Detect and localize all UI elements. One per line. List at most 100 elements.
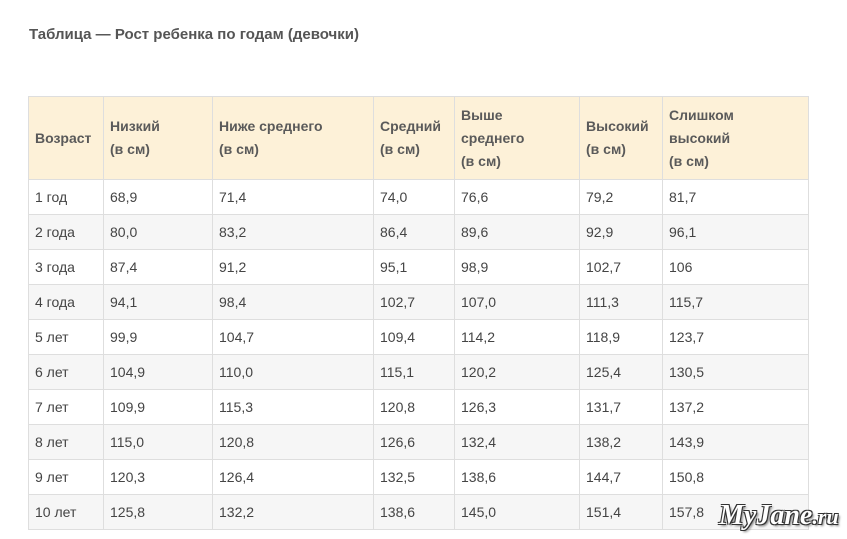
height-cell: 115,3 [212,389,374,425]
height-cell: 137,2 [662,389,809,425]
height-cell: 71,4 [212,179,374,215]
age-cell: 6 лет [28,354,104,390]
height-cell: 132,4 [454,424,580,460]
table-body: 1 год 68,9 71,4 74,0 76,6 79,2 81,7 2 года 80,0 8… [28,179,809,530]
table-row: 3 года 87,4 91,2 95,1 98,9 102,7 106 [28,249,809,285]
height-cell: 138,2 [579,424,663,460]
column-header-line: Средний [380,118,442,134]
height-cell: 123,7 [662,319,809,355]
table-row: 8 лет 115,0 120,8 126,6 132,4 138,2 143,9 [28,424,809,460]
height-cell: 132,2 [212,494,374,530]
height-cell: 80,0 [103,214,213,250]
height-cell: 102,7 [579,249,663,285]
table-row: 4 года 94,1 98,4 102,7 107,0 111,3 115,7 [28,284,809,320]
header-row: Возраст Низкий (в см) Ниже среднего (в см) Ср… [28,96,809,180]
table-row: 1 год 68,9 71,4 74,0 76,6 79,2 81,7 [28,179,809,215]
page-title: Таблица — Рост ребенка по годам (девочки… [29,26,359,43]
height-cell: 107,0 [454,284,580,320]
column-header: Возраст [28,96,104,180]
table-row: 6 лет 104,9 110,0 115,1 120,2 125,4 130,5 [28,354,809,390]
column-header: Низкий (в см) [103,96,213,180]
watermark-suffix: .ru [812,504,839,529]
column-header: Ниже среднего (в см) [212,96,374,180]
column-header-line: Возраст [35,129,92,146]
height-cell: 150,8 [662,459,809,495]
column-header: Выше среднего (в см) [454,96,580,180]
age-cell: 1 год [28,179,104,215]
column-header-line: Слишком [669,106,734,123]
column-header-line: (в см) [669,152,709,169]
watermark-logo: MyJane.ru [719,500,839,532]
column-header: Средний (в см) [373,96,455,180]
age-cell: 5 лет [28,319,104,355]
age-cell: 2 года [28,214,104,250]
column-header-line: Выше [461,106,503,123]
table-row: 9 лет 120,3 126,4 132,5 138,6 144,7 150,8 [28,459,809,495]
height-cell: 130,5 [662,354,809,390]
column-header-line: среднего [461,129,525,146]
age-cell: 9 лет [28,459,104,495]
column-header-line: (в см) [461,152,501,169]
height-cell: 126,6 [373,424,455,460]
height-cell: 120,8 [373,389,455,425]
height-cell: 120,8 [212,424,374,460]
table-row: 2 года 80,0 83,2 86,4 89,6 92,9 96,1 [28,214,809,250]
column-header-line: (в см) [219,141,259,157]
height-cell: 138,6 [373,494,455,530]
height-cell: 138,6 [454,459,580,495]
height-cell: 111,3 [579,284,663,320]
height-cell: 126,3 [454,389,580,425]
height-cell: 92,9 [579,214,663,250]
table-row: 10 лет 125,8 132,2 138,6 145,0 151,4 157,8 [28,494,809,530]
height-cell: 115,1 [373,354,455,390]
column-header-line: высокий [669,129,731,146]
height-cell: 114,2 [454,319,580,355]
height-cell: 118,9 [579,319,663,355]
height-cell: 81,7 [662,179,809,215]
height-cell: 151,4 [579,494,663,530]
column-header: Высокий (в см) [579,96,663,180]
height-cell: 68,9 [103,179,213,215]
height-cell: 95,1 [373,249,455,285]
height-cell: 125,4 [579,354,663,390]
height-cell: 74,0 [373,179,455,215]
age-cell: 8 лет [28,424,104,460]
height-cell: 76,6 [454,179,580,215]
height-cell: 120,3 [103,459,213,495]
height-cell: 109,4 [373,319,455,355]
height-cell: 98,4 [212,284,374,320]
height-cell: 96,1 [662,214,809,250]
height-cell: 102,7 [373,284,455,320]
height-cell: 104,9 [103,354,213,390]
height-cell: 144,7 [579,459,663,495]
height-cell: 145,0 [454,494,580,530]
height-cell: 143,9 [662,424,809,460]
column-header-line: (в см) [110,141,150,157]
height-cell: 110,0 [212,354,374,390]
height-cell: 126,4 [212,459,374,495]
height-cell: 86,4 [373,214,455,250]
height-cell: 98,9 [454,249,580,285]
column-header-line: Ниже среднего [219,118,323,134]
height-cell: 115,0 [103,424,213,460]
table-row: 5 лет 99,9 104,7 109,4 114,2 118,9 123,7 [28,319,809,355]
age-cell: 7 лет [28,389,104,425]
height-cell: 132,5 [373,459,455,495]
column-header-line: Низкий [110,118,160,134]
column-header: Слишком высокий (в см) [662,96,809,180]
watermark-name: MyJane [719,500,813,531]
height-cell: 106 [662,249,809,285]
height-cell: 125,8 [103,494,213,530]
age-cell: 3 года [28,249,104,285]
height-cell: 157,8 [662,494,809,530]
column-header-line: (в см) [586,141,626,157]
height-cell: 87,4 [103,249,213,285]
height-cell: 109,9 [103,389,213,425]
height-cell: 79,2 [579,179,663,215]
height-cell: 99,9 [103,319,213,355]
height-cell: 91,2 [212,249,374,285]
height-cell: 89,6 [454,214,580,250]
table-row: 7 лет 109,9 115,3 120,8 126,3 131,7 137,2 [28,389,809,425]
growth-table: Возраст Низкий (в см) Ниже среднего (в см) Ср… [28,96,809,530]
age-cell: 10 лет [28,494,104,530]
